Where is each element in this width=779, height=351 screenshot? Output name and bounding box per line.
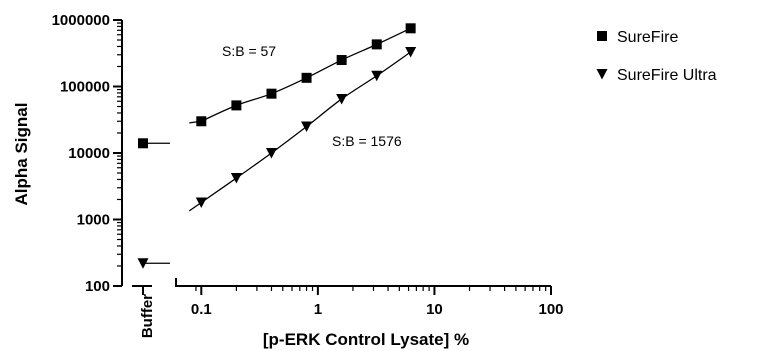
data-point-surefire-ultra bbox=[405, 47, 417, 58]
data-points bbox=[137, 23, 417, 269]
y-tick-label: 10000 bbox=[68, 145, 110, 162]
x-tick-label: 100 bbox=[538, 301, 563, 318]
data-point-surefire-ultra bbox=[265, 148, 277, 159]
data-point-surefire bbox=[371, 39, 382, 50]
x-tick-label: 1 bbox=[314, 301, 322, 318]
legend-label-surefire: SureFire bbox=[617, 29, 678, 46]
buffer-tick-label: Buffer bbox=[139, 294, 156, 338]
legend-marker-surefire bbox=[597, 31, 607, 41]
data-point-surefire bbox=[266, 88, 277, 99]
data-point-surefire-ultra bbox=[230, 173, 242, 184]
sb-ratio-annotation: S:B = 1576 bbox=[332, 133, 402, 149]
buffer-point-surefire-ultra bbox=[137, 258, 149, 269]
data-point-surefire bbox=[405, 23, 416, 34]
data-point-surefire-ultra bbox=[195, 197, 207, 209]
data-point-surefire-ultra bbox=[371, 70, 383, 82]
data-point-surefire-ultra bbox=[336, 93, 348, 105]
y-tick-label: 1000000 bbox=[52, 12, 110, 29]
buffer-point-surefire bbox=[138, 138, 148, 149]
legend-label-surefire-ultra: SureFire Ultra bbox=[617, 67, 717, 84]
legend-marker-surefire-ultra bbox=[596, 69, 608, 80]
data-point-surefire bbox=[336, 55, 347, 66]
annotations: S:B = 57 S:B = 1576 bbox=[222, 43, 402, 149]
x-tick-label: 10 bbox=[426, 301, 443, 318]
x-tick-label: 0.1 bbox=[191, 301, 212, 318]
x-axis-title: [p-ERK Control Lysate] % bbox=[263, 330, 469, 349]
data-point-surefire bbox=[301, 72, 312, 83]
axes: 100 1000 10000 100000 1000000 0.1 1 10 100 bbox=[52, 12, 564, 318]
legend: SureFire SureFire Ultra bbox=[596, 29, 717, 84]
sb-ratio-annotation: S:B = 57 bbox=[222, 43, 276, 59]
y-tick-label: 100 bbox=[85, 278, 110, 295]
y-tick-label: 1000 bbox=[77, 212, 110, 229]
y-axis-title: Alpha Signal bbox=[12, 103, 31, 206]
data-point-surefire bbox=[231, 100, 242, 111]
data-point-surefire bbox=[196, 116, 207, 127]
y-tick-label: 100000 bbox=[60, 79, 110, 96]
data-point-surefire-ultra bbox=[301, 121, 313, 133]
